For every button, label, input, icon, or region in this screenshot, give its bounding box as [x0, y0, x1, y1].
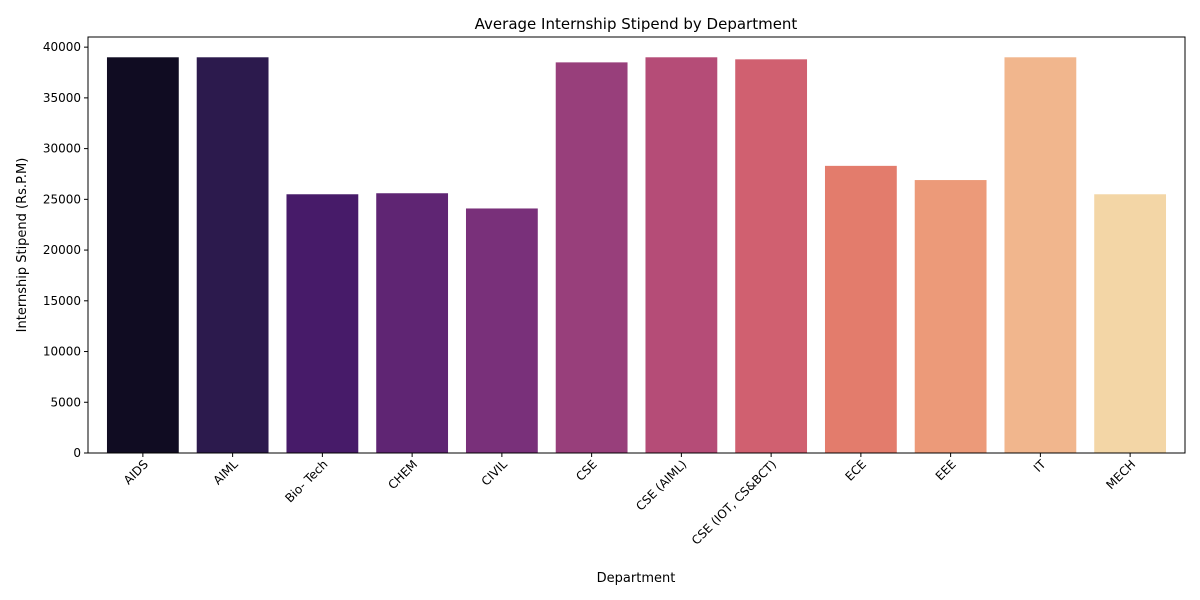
y-tick-label-7: 35000 [43, 91, 81, 105]
bar-1 [196, 57, 269, 453]
x-tick-label-9: EEE [933, 457, 959, 483]
bar-11 [1094, 194, 1167, 453]
x-tick-label-0: AIDS [121, 457, 151, 487]
bar-6 [645, 57, 718, 453]
y-tick-label-6: 30000 [43, 142, 81, 156]
bar-3 [376, 193, 449, 453]
x-tick-label-5: CSE [573, 457, 600, 484]
x-tick-label-8: ECE [842, 457, 869, 484]
x-tick-label-2: Bio- Tech [282, 457, 330, 505]
plot-frame [87, 36, 1186, 454]
y-tick-label-2: 10000 [43, 345, 81, 359]
bar-10 [1004, 57, 1077, 453]
y-tick-label-8: 40000 [43, 40, 81, 54]
y-axis-label: Internship Stipend (Rs.P.M) [15, 158, 30, 333]
x-tick-label-4: CIVIL [479, 457, 511, 489]
x-tick-label-10: IT [1031, 457, 1049, 475]
y-tick-label-0: 0 [73, 446, 81, 460]
x-tick-label-6: CSE (AIML) [633, 457, 689, 513]
y-axis: 0 5000 10000 15000 20000 25000 30000 35000 40000 [43, 40, 88, 460]
x-tick-label-7: CSE (IOT, CS&BCT) [689, 457, 779, 547]
y-tick-label-4: 20000 [43, 243, 81, 257]
bar-7 [735, 59, 808, 453]
bar-2 [286, 194, 359, 453]
x-tick-label-11: MECH [1103, 457, 1138, 492]
x-axis: AIDS AIML Bio- Tech CHEM CIVIL CSE CSE (AIML) C… [121, 453, 1138, 548]
bar-9 [914, 180, 987, 453]
x-axis-label: Department [597, 571, 676, 586]
x-tick-label-3: CHEM [385, 457, 420, 492]
bar-8 [824, 165, 897, 454]
bar-5 [555, 62, 628, 454]
y-tick-label-1: 5000 [50, 395, 81, 409]
y-tick-label-5: 25000 [43, 192, 81, 206]
bar-0 [106, 57, 179, 453]
bar-4 [465, 208, 538, 453]
bars-group [106, 57, 1167, 454]
y-tick-label-3: 15000 [43, 294, 81, 308]
chart-title: Average Internship Stipend by Department [475, 15, 798, 33]
x-tick-label-1: AIML [210, 457, 240, 487]
